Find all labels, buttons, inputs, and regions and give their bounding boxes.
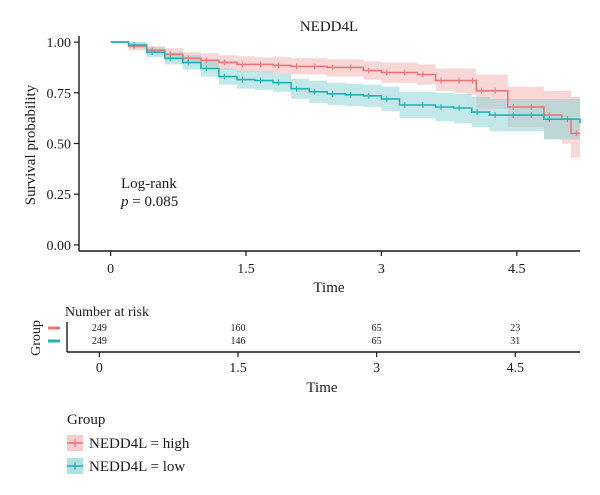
x-tick-label: 3 xyxy=(378,262,385,277)
y-tick-label: 1.00 xyxy=(47,36,72,51)
survival-curves xyxy=(110,41,581,135)
chart-title: NEDD4L xyxy=(300,19,358,35)
risk-count: 249 xyxy=(92,323,107,334)
logrank-label: Log-rank xyxy=(121,176,177,192)
risk-count: 65 xyxy=(372,323,382,334)
risk-table-xlabel: Time xyxy=(306,380,337,396)
legend-label-0: NEDD4L = high xyxy=(89,436,190,452)
x-ticks: 0 1.5 3 4.5 xyxy=(107,251,526,277)
y-tick-label: 0.75 xyxy=(47,87,72,102)
p-value: = 0.085 xyxy=(129,194,179,210)
risk-count: 23 xyxy=(510,323,520,334)
ci-band-1 xyxy=(110,42,580,150)
risk-count: 146 xyxy=(231,336,246,347)
risk-x-tick-label: 1.5 xyxy=(229,361,247,376)
x-tick-label: 4.5 xyxy=(508,262,526,277)
pvalue-annotation: p = 0.085 xyxy=(120,194,178,210)
y-tick-label: 0.00 xyxy=(47,239,72,254)
y-ticks: 0.00 0.25 0.50 0.75 1.00 xyxy=(47,36,79,254)
x-tick-label: 1.5 xyxy=(237,262,255,277)
risk-table-x-ticks: 0 1.5 3 4.5 xyxy=(96,352,524,376)
x-axis-label: Time xyxy=(313,280,344,296)
risk-count: 249 xyxy=(92,336,107,347)
p-symbol: p xyxy=(120,194,129,210)
risk-count: 160 xyxy=(231,323,246,334)
risk-table-ylabel: Group xyxy=(29,320,44,356)
legend: Group NEDD4L = high NEDD4L = low xyxy=(67,412,190,475)
x-tick-label: 0 xyxy=(107,262,114,277)
risk-table-title: Number at risk xyxy=(65,305,149,320)
risk-x-tick-label: 0 xyxy=(96,361,103,376)
y-tick-label: 0.50 xyxy=(47,138,72,153)
km-plot: 0.00 0.25 0.50 0.75 1.00 0 1.5 3 4.5 NEDD4L Tim… xyxy=(23,19,581,296)
confidence-bands xyxy=(110,42,580,158)
y-axis-label: Survival probability xyxy=(23,84,39,205)
censor-marks xyxy=(133,42,577,137)
legend-items: NEDD4L = high NEDD4L = low xyxy=(67,435,190,475)
risk-x-tick-label: 3 xyxy=(373,361,380,376)
y-tick-label: 0.25 xyxy=(47,188,72,203)
legend-label-1: NEDD4L = low xyxy=(89,459,185,475)
risk-x-tick-label: 4.5 xyxy=(507,361,525,376)
risk-table: Number at risk Group 249 160 65 23 249 146 65 3… xyxy=(29,305,580,396)
risk-count: 31 xyxy=(510,336,520,347)
legend-title: Group xyxy=(67,412,105,428)
risk-count: 65 xyxy=(372,336,382,347)
risk-rows: 249 160 65 23 249 146 65 31 xyxy=(48,323,520,347)
survival-curve-1 xyxy=(110,41,581,124)
ci-band-0 xyxy=(110,42,580,158)
